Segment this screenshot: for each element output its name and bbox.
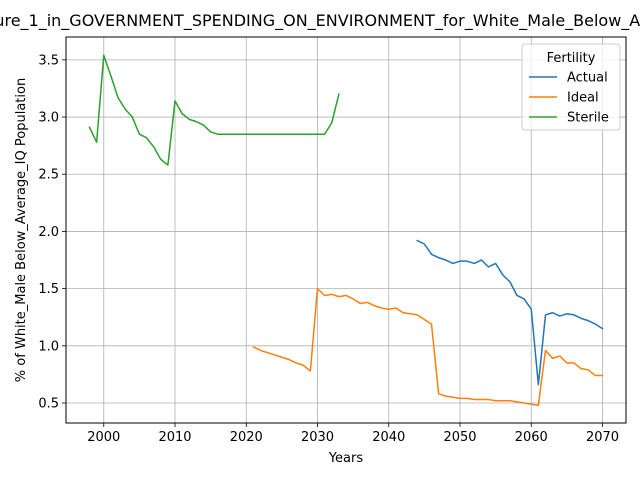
x-axis-label: Years	[328, 451, 364, 466]
legend-label-actual: Actual	[567, 71, 608, 86]
series-line-ideal	[252, 287, 604, 407]
legend-label-sterile: Sterile	[567, 111, 609, 126]
series-lines	[88, 54, 604, 407]
x-tick-label: 2030	[301, 430, 334, 445]
legend-title: Fertility	[547, 51, 596, 66]
axis-ticks: 2000 2010 2020 2030 2040 2050 2060 2070 0.5 1.0 1.…	[38, 53, 619, 445]
y-tick-label: 3.5	[38, 53, 59, 68]
x-tick-label: 2050	[443, 430, 476, 445]
y-tick-label: 2.5	[38, 168, 59, 183]
y-tick-label: 2.0	[38, 225, 59, 240]
x-tick-label: 2020	[230, 430, 263, 445]
y-tick-label: 1.5	[38, 282, 59, 297]
x-tick-label: 2040	[372, 430, 405, 445]
y-axis-label: % of White_Male Below_Average_IQ Populat…	[14, 78, 29, 382]
x-tick-label: 2010	[158, 430, 191, 445]
x-tick-label: 2060	[515, 430, 548, 445]
chart-title: Figure_1_in_GOVERNMENT_SPENDING_ON_ENVIR…	[0, 11, 640, 31]
plot-frame	[65, 36, 627, 424]
y-tick-label: 3.0	[38, 111, 59, 126]
x-tick-label: 2070	[586, 430, 619, 445]
series-line-actual	[416, 239, 604, 386]
x-tick-label: 2000	[87, 430, 120, 445]
legend-label-ideal: Ideal	[567, 91, 599, 106]
series-line-sterile	[88, 54, 340, 166]
y-tick-label: 0.5	[38, 396, 59, 411]
legend: Fertility Actual Ideal Sterile	[521, 43, 621, 131]
y-tick-label: 1.0	[38, 339, 59, 354]
legend-box	[521, 43, 621, 131]
